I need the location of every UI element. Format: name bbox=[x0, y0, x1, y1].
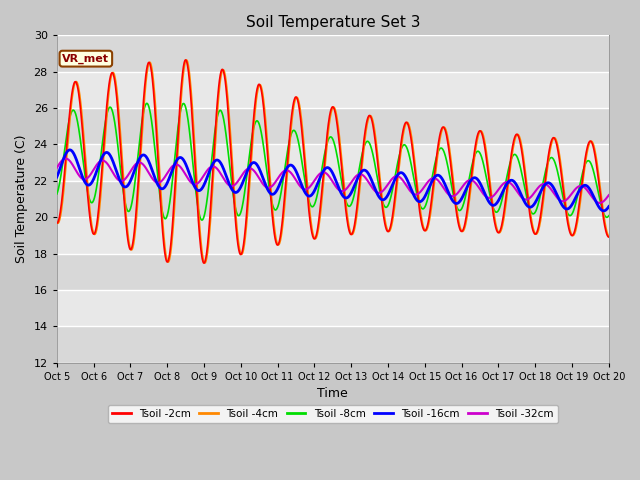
Bar bbox=[57, 217, 609, 253]
Bar bbox=[57, 253, 609, 290]
Title: Soil Temperature Set 3: Soil Temperature Set 3 bbox=[246, 15, 420, 30]
Text: VR_met: VR_met bbox=[62, 54, 109, 64]
Bar bbox=[57, 181, 609, 217]
Bar bbox=[57, 72, 609, 108]
Bar bbox=[57, 108, 609, 144]
X-axis label: Time: Time bbox=[317, 387, 348, 400]
Legend: Tsoil -2cm, Tsoil -4cm, Tsoil -8cm, Tsoil -16cm, Tsoil -32cm: Tsoil -2cm, Tsoil -4cm, Tsoil -8cm, Tsoi… bbox=[108, 405, 557, 423]
Bar bbox=[57, 36, 609, 72]
Bar bbox=[57, 326, 609, 363]
Y-axis label: Soil Temperature (C): Soil Temperature (C) bbox=[15, 135, 28, 263]
Bar bbox=[57, 144, 609, 181]
Bar bbox=[57, 290, 609, 326]
